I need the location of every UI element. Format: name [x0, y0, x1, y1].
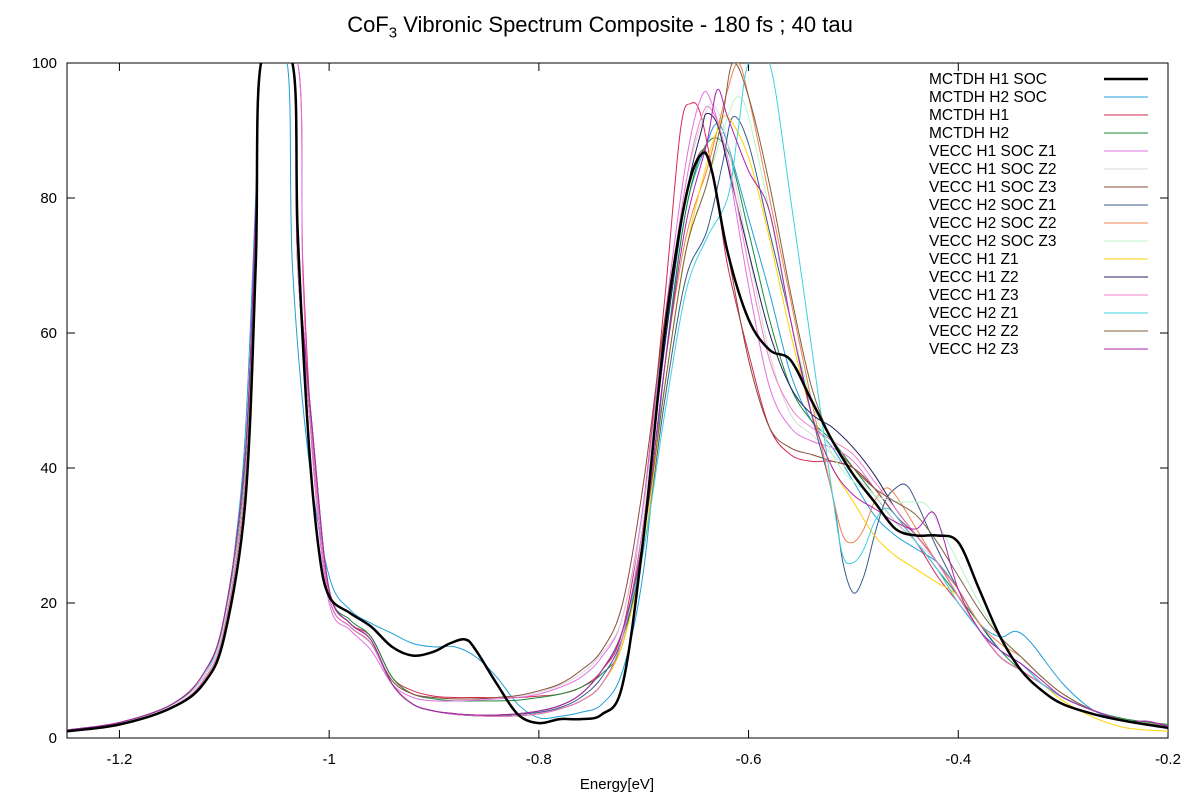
legend-label: VECC H2 SOC Z3 [929, 233, 1056, 250]
legend-label: VECC H2 SOC Z2 [929, 215, 1056, 232]
series-line-1 [67, 63, 1168, 733]
legend-label: VECC H1 SOC Z1 [929, 143, 1056, 160]
legend-label: MCTDH H1 [929, 107, 1009, 124]
legend-label: MCTDH H2 SOC [929, 89, 1047, 106]
y-tick-label: 40 [40, 460, 57, 477]
chart-title-subscript: 3 [388, 24, 398, 42]
chart-title: CoF3 Vibronic Spectrum Composite - 180 f… [0, 12, 1200, 41]
legend-label: VECC H1 SOC Z2 [929, 161, 1056, 178]
legend-label: VECC H2 SOC Z1 [929, 197, 1056, 214]
x-tick-label: -0.6 [736, 751, 762, 768]
chart-title-main: CoF [347, 12, 389, 37]
legend-label: VECC H2 Z1 [929, 305, 1019, 322]
legend-label: MCTDH H1 SOC [929, 71, 1047, 88]
legend-label: VECC H1 SOC Z3 [929, 179, 1056, 196]
x-tick-label: -1 [322, 751, 335, 768]
x-tick-label: -1.2 [106, 751, 132, 768]
series-layer [67, 63, 1168, 733]
series-line-3 [67, 63, 1168, 732]
y-tick-label: 20 [40, 595, 57, 612]
y-tick-label: 100 [32, 55, 57, 72]
legend-label: MCTDH H2 [929, 125, 1009, 142]
series-line-6 [67, 63, 1168, 732]
legend-label: VECC H1 Z1 [929, 251, 1019, 268]
legend-label: VECC H1 Z2 [929, 269, 1019, 286]
y-tick-label: 80 [40, 190, 57, 207]
series-line-13 [67, 63, 1168, 732]
y-tick-label: 60 [40, 325, 57, 342]
chart-title-rest: Vibronic Spectrum Composite - 180 fs ; 4… [397, 12, 853, 37]
x-tick-label: -0.2 [1155, 751, 1181, 768]
legend-label: VECC H2 Z3 [929, 341, 1019, 358]
legend-label: VECC H1 Z3 [929, 287, 1019, 304]
legend-label: VECC H2 Z2 [929, 323, 1019, 340]
y-tick-label: 0 [49, 730, 57, 747]
x-tick-label: -0.4 [945, 751, 971, 768]
series-line-16 [67, 63, 1168, 731]
x-axis-label: Energy[eV] [579, 776, 655, 793]
x-tick-label: -0.8 [526, 751, 552, 768]
